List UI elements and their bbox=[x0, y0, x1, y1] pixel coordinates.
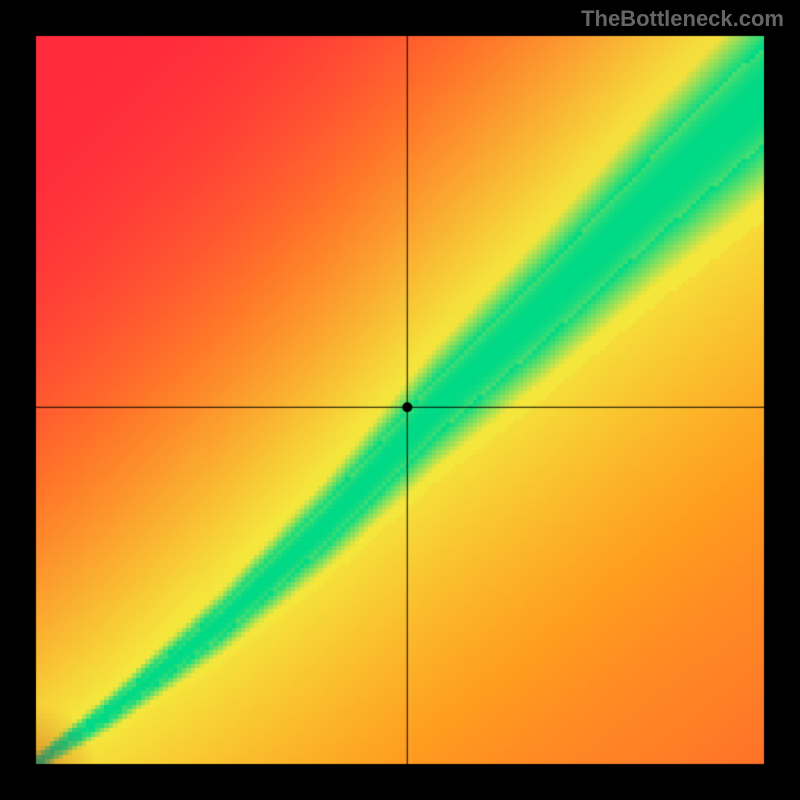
watermark-text: TheBottleneck.com bbox=[581, 6, 784, 32]
bottleneck-heatmap bbox=[0, 0, 800, 800]
chart-container: TheBottleneck.com bbox=[0, 0, 800, 800]
